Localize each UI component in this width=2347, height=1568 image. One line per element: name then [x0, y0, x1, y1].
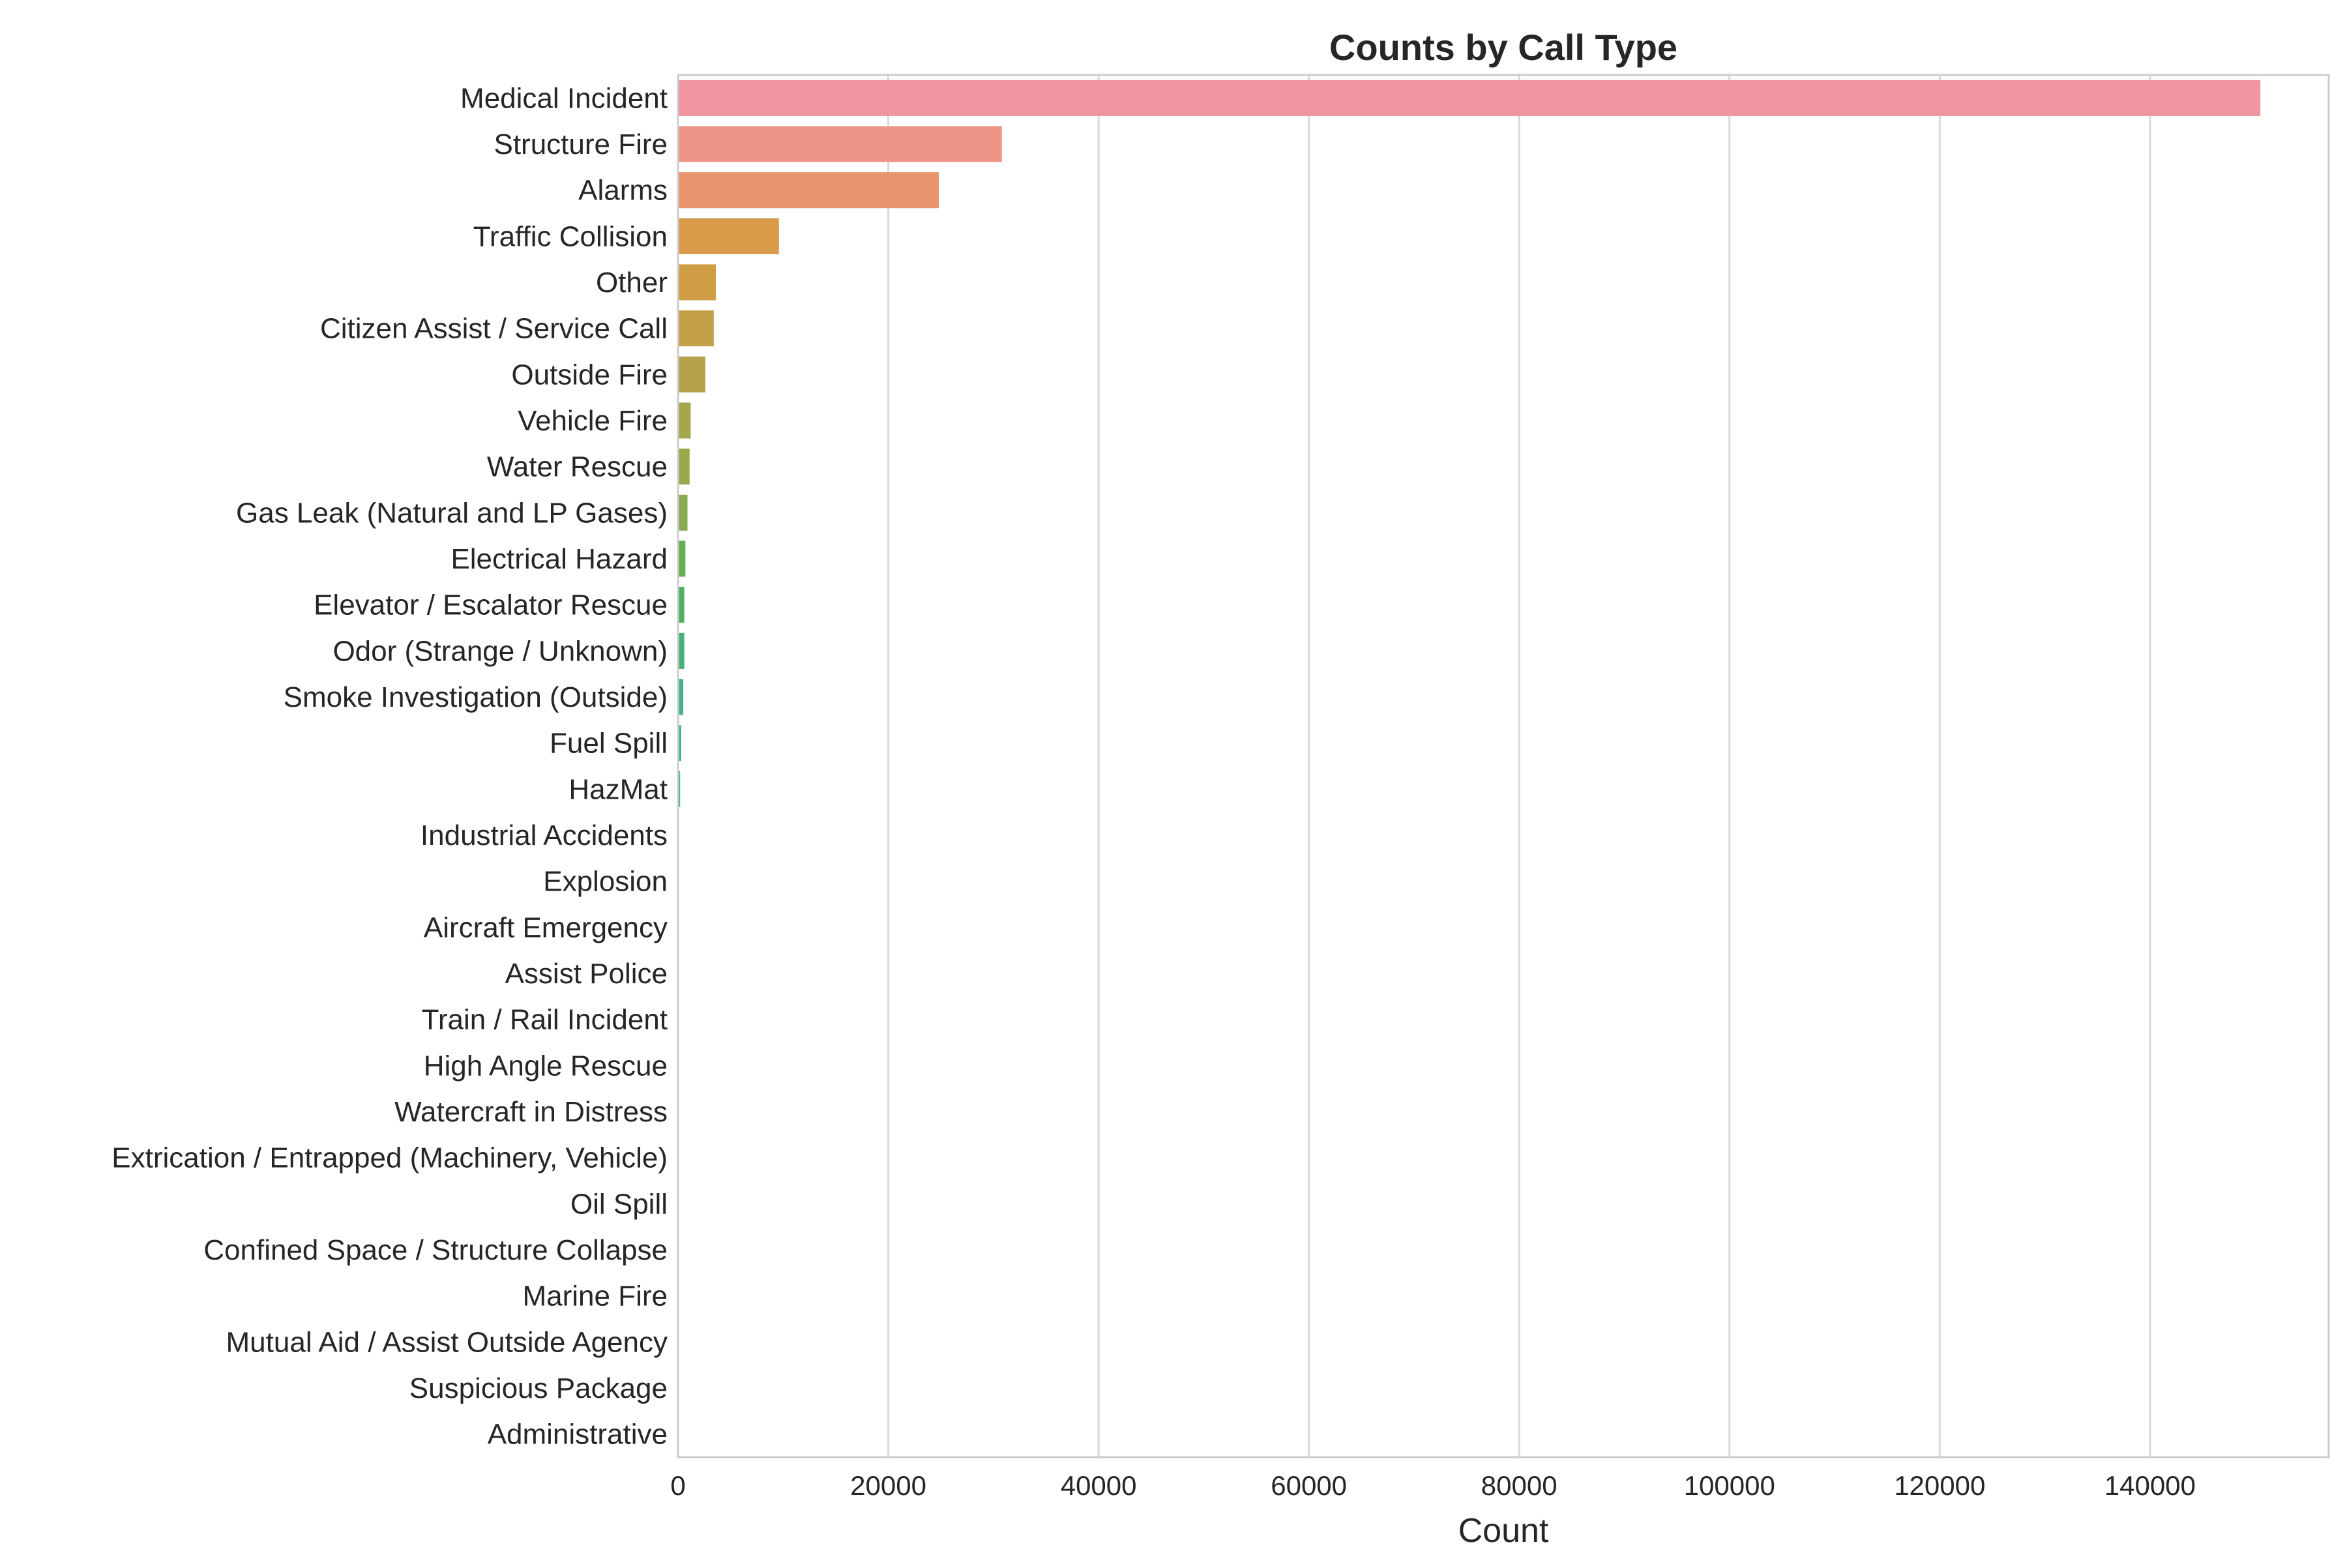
bar: [678, 357, 705, 392]
category-label: Watercraft in Distress: [394, 1096, 668, 1128]
category-label: Marine Fire: [523, 1280, 668, 1312]
category-label: Medical Incident: [460, 82, 668, 114]
category-label: Water Rescue: [487, 451, 668, 483]
category-label: High Angle Rescue: [424, 1050, 668, 1082]
category-label: Mutual Aid / Assist Outside Agency: [226, 1326, 668, 1358]
category-labels: Medical Incident Structure Fire Alarms Traf…: [111, 82, 668, 1450]
category-label: Other: [596, 267, 668, 299]
x-tick-label: 40000: [1061, 1470, 1137, 1501]
bar: [678, 218, 779, 254]
category-label: Citizen Assist / Service Call: [320, 313, 668, 345]
chart-title: Counts by Call Type: [1329, 27, 1677, 68]
x-tick-label: 60000: [1271, 1470, 1347, 1501]
category-label: Industrial Accidents: [421, 820, 668, 851]
category-label: Vehicle Fire: [518, 405, 668, 437]
category-label: Electrical Hazard: [450, 543, 668, 575]
bar: [678, 80, 2260, 116]
bars: [678, 80, 2260, 1452]
category-label: Extrication / Entrapped (Machinery, Vehi…: [111, 1142, 668, 1174]
bar: [678, 540, 685, 576]
bar: [678, 126, 1002, 162]
x-tick-label: 20000: [850, 1470, 926, 1501]
category-label: Gas Leak (Natural and LP Gases): [236, 497, 668, 529]
gridlines: [678, 75, 2150, 1457]
bar: [678, 495, 688, 531]
category-label: Outside Fire: [511, 359, 668, 391]
x-tick-label: 100000: [1684, 1470, 1775, 1501]
category-label: Oil Spill: [570, 1188, 668, 1220]
category-label: Traffic Collision: [473, 220, 668, 252]
category-label: Elevator / Escalator Rescue: [314, 589, 668, 621]
category-label: Structure Fire: [494, 128, 668, 160]
x-tick-label: 120000: [1894, 1470, 1985, 1501]
category-label: Assist Police: [505, 958, 668, 990]
bar: [678, 310, 714, 346]
bar: [678, 264, 716, 300]
x-tick-label: 0: [670, 1470, 685, 1501]
x-tick-label: 140000: [2104, 1470, 2196, 1501]
x-axis-title: Count: [1458, 1512, 1549, 1550]
category-label: Suspicious Package: [409, 1372, 668, 1404]
category-label: Smoke Investigation (Outside): [284, 681, 668, 713]
plot-frame: [678, 75, 2329, 1457]
category-label: Train / Rail Incident: [422, 1004, 668, 1036]
category-label: Administrative: [488, 1419, 668, 1451]
category-label: Aircraft Emergency: [424, 911, 668, 943]
bar: [678, 449, 690, 484]
category-label: Explosion: [543, 866, 668, 898]
category-label: Odor (Strange / Unknown): [332, 635, 668, 667]
category-label: Alarms: [578, 175, 668, 207]
category-label: HazMat: [568, 773, 668, 805]
x-tick-labels: 0 20000 40000 60000 80000 100000 120000 140000: [670, 1470, 2196, 1501]
x-tick-label: 80000: [1481, 1470, 1557, 1501]
bar: [678, 172, 939, 208]
bar: [678, 402, 690, 438]
category-label: Confined Space / Structure Collapse: [203, 1234, 668, 1266]
category-label: Fuel Spill: [550, 728, 668, 760]
